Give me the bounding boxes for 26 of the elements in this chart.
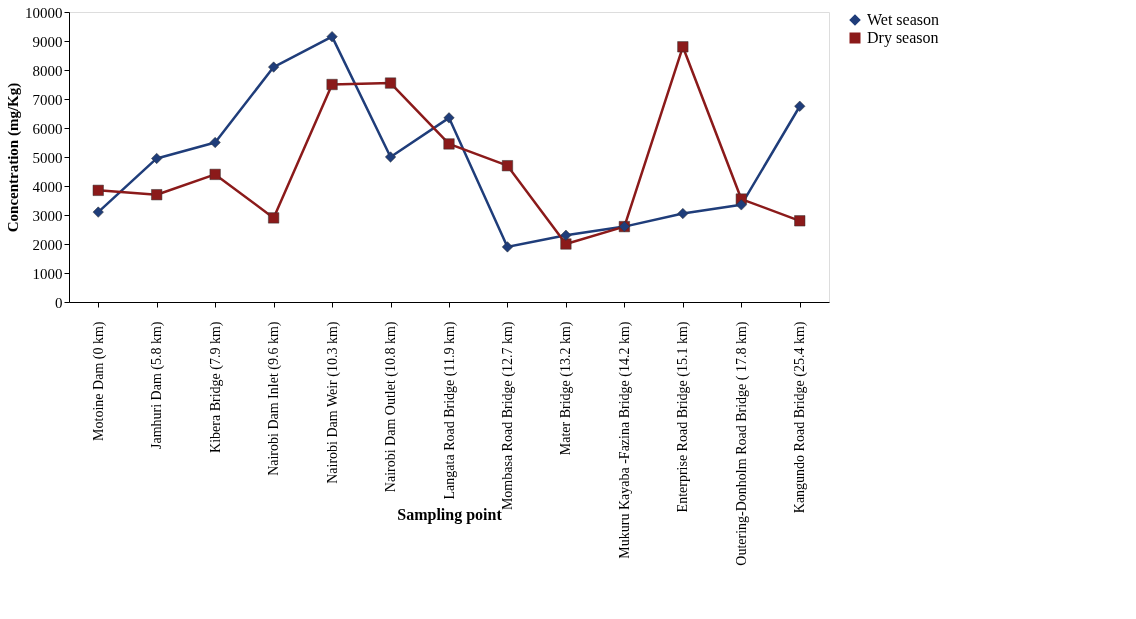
x-tick-label: Kangundo Road Bridge (25.4 km)	[792, 321, 809, 514]
legend-label: Dry season	[867, 29, 939, 47]
x-tick-label: Outering-Donholm Road Bridge ( 17.8 km)	[733, 321, 750, 566]
x-tick-label: Enterprise Road Bridge (15.1 km)	[675, 321, 692, 513]
y-tick-label: 7000	[32, 91, 63, 108]
y-tick-label: 9000	[32, 33, 63, 50]
x-tick-label: Kibera Bridge (7.9 km)	[207, 321, 224, 453]
x-tick-label: Mater Bridge (13.2 km)	[558, 321, 575, 456]
x-tick-label: Nairobi Dam Inlet (9.6 km)	[266, 321, 283, 476]
y-tick-label: 0	[55, 294, 63, 311]
y-tick-label: 10000	[25, 4, 63, 21]
x-tick-label: Jamhuri Dam (5.8 km)	[149, 321, 166, 450]
y-tick-label: 2000	[32, 236, 63, 253]
x-tick-label: Nairobi Dam Outlet (10.8 km)	[383, 321, 400, 493]
y-tick-label: 3000	[32, 207, 63, 224]
y-tick-label: 6000	[32, 120, 63, 137]
x-tick-label: Nairobi Dam Weir (10.3 km)	[324, 321, 341, 484]
legend-label: Wet season	[867, 11, 940, 28]
x-tick-label: Langata Road Bridge (11.9 km)	[441, 321, 458, 500]
y-tick-label: 4000	[32, 178, 63, 195]
y-tick-label: 8000	[32, 62, 63, 79]
x-tick-label: Motoine Dam (0 km)	[90, 321, 107, 441]
y-axis-title: Concentration (mg/Kg)	[5, 82, 22, 233]
y-tick-label: 1000	[32, 265, 63, 282]
y-tick-label: 5000	[32, 149, 63, 166]
x-tick-label: Mukuru Kayaba -Fazina Bridge (14.2 km)	[616, 321, 633, 559]
